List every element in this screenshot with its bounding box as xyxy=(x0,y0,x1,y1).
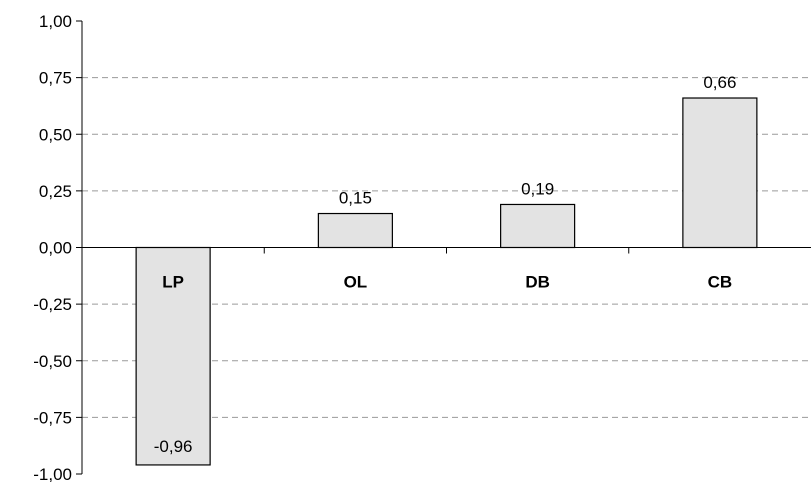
y-tick-label: 0,00 xyxy=(39,239,72,258)
y-tick-label: -0,75 xyxy=(33,408,72,427)
data-label: 0,66 xyxy=(703,73,736,92)
data-label: 0,15 xyxy=(339,189,372,208)
category-label: CB xyxy=(708,273,733,292)
y-tick-label: -1,00 xyxy=(33,465,72,482)
y-tick-label: 0,50 xyxy=(39,125,72,144)
bar-lp xyxy=(135,246,211,466)
category-label: DB xyxy=(525,273,550,292)
axes xyxy=(81,21,811,474)
y-tick-label: 1,00 xyxy=(39,12,72,31)
category-label: OL xyxy=(344,273,368,292)
y-tick-label: -0,50 xyxy=(33,352,72,371)
category-label: LP xyxy=(162,273,184,292)
bar-cb xyxy=(682,97,758,249)
bar-db xyxy=(500,203,576,249)
data-label: 0,19 xyxy=(521,179,554,198)
bar-ol xyxy=(317,212,393,249)
labels: LP -0,96 OL 0,15 DB 0,19 CB 0,66 xyxy=(154,73,737,456)
y-axis-ticks: 1,00 0,75 0,50 0,25 0,00 -0,25 -0,50 -0,75 -1,00 xyxy=(33,12,82,482)
y-tick-label: 0,75 xyxy=(39,69,72,88)
data-label: -0,96 xyxy=(154,437,193,456)
y-tick-label: 0,25 xyxy=(39,182,72,201)
y-tick-label: -0,25 xyxy=(33,295,72,314)
bars xyxy=(135,97,758,466)
